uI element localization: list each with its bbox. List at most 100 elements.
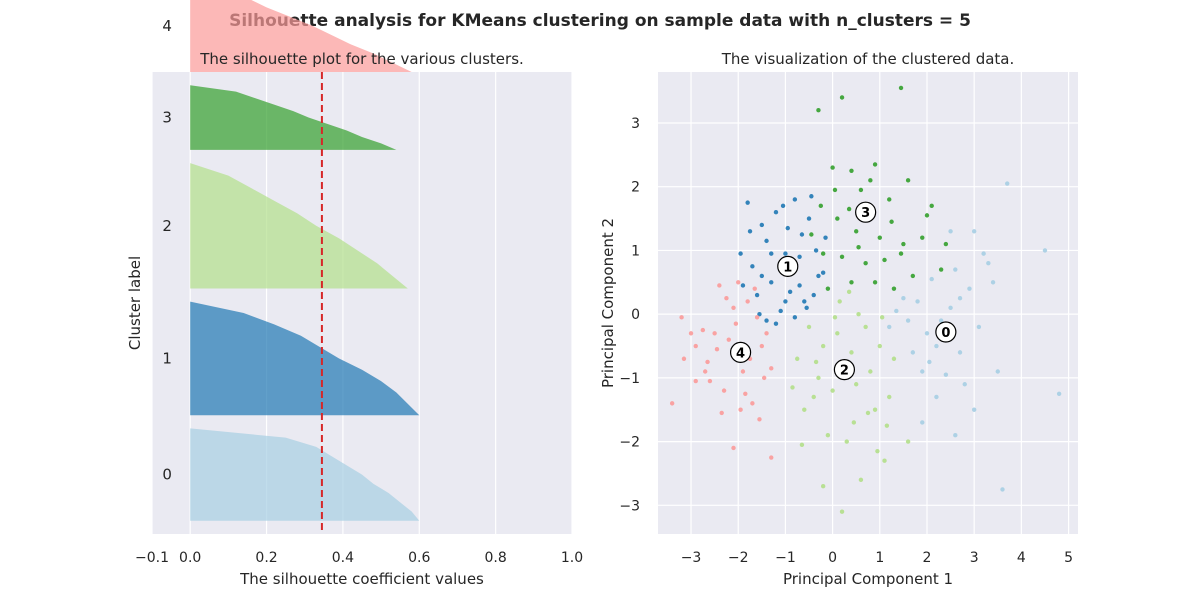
silhouette-cluster-label: 3 xyxy=(162,109,172,127)
scatter-point-cluster-1 xyxy=(797,283,802,288)
scatter-point-cluster-0 xyxy=(938,318,944,323)
scatter-point-cluster-1 xyxy=(750,264,755,269)
scatter-point-cluster-0 xyxy=(948,229,953,234)
scatter-point-cluster-4 xyxy=(724,296,729,301)
scatter-ytick-label: −2 xyxy=(619,435,640,451)
scatter-point-cluster-1 xyxy=(773,321,779,326)
scatter-point-cluster-0 xyxy=(1005,181,1010,186)
silhouette-cluster-3 xyxy=(190,85,397,150)
scatter-point-cluster-1 xyxy=(778,308,783,314)
scatter-point-cluster-1 xyxy=(745,200,750,205)
scatter-point-cluster-4 xyxy=(679,315,684,320)
scatter-xtick-label: 2 xyxy=(923,550,932,566)
scatter-point-cluster-2 xyxy=(846,289,852,295)
scatter-xtick-label: 4 xyxy=(1017,550,1026,566)
scatter-point-cluster-3 xyxy=(858,187,864,193)
scatter-ytick-label: 3 xyxy=(631,116,640,132)
scatter-point-cluster-4 xyxy=(688,331,694,336)
scatter-point-cluster-3 xyxy=(854,229,859,234)
scatter-point-cluster-4 xyxy=(731,305,736,310)
scatter-point-cluster-0 xyxy=(920,420,925,425)
scatter-point-cluster-0 xyxy=(1056,391,1062,397)
scatter-point-cluster-3 xyxy=(938,267,944,272)
scatter-point-cluster-4 xyxy=(761,375,767,381)
scatter-point-cluster-1 xyxy=(811,292,816,298)
scatter-point-cluster-3 xyxy=(856,245,861,250)
scatter-xtick-label: 3 xyxy=(970,550,979,566)
scatter-point-cluster-1 xyxy=(783,251,788,256)
scatter-point-cluster-4 xyxy=(717,283,722,288)
scatter-xtick-label: 5 xyxy=(1064,550,1073,566)
figure-suptitle: Silhouette analysis for KMeans clusterin… xyxy=(229,11,971,31)
scatter-point-cluster-0 xyxy=(967,286,972,291)
scatter-point-cluster-0 xyxy=(910,350,916,355)
scatter-point-cluster-4 xyxy=(750,401,755,406)
scatter-point-cluster-2 xyxy=(790,385,795,390)
scatter-point-cluster-0 xyxy=(971,229,977,234)
scatter-point-cluster-4 xyxy=(769,366,774,371)
scatter-point-cluster-0 xyxy=(948,305,953,310)
cluster-center-label: 4 xyxy=(736,346,745,361)
scatter-point-cluster-2 xyxy=(802,407,807,412)
scatter-point-cluster-3 xyxy=(809,232,814,237)
scatter-point-cluster-2 xyxy=(820,484,826,489)
scatter-point-cluster-0 xyxy=(915,299,920,304)
scatter-point-cluster-0 xyxy=(990,280,996,285)
scatter-point-cluster-2 xyxy=(813,359,819,365)
scatter-point-cluster-3 xyxy=(846,206,852,212)
scatter-point-cluster-0 xyxy=(976,324,982,330)
scatter-point-cluster-2 xyxy=(806,324,812,330)
cluster-center-label: 2 xyxy=(840,364,849,379)
scatter-point-cluster-3 xyxy=(898,251,904,256)
scatter-point-cluster-4 xyxy=(731,445,736,451)
scatter-point-cluster-4 xyxy=(752,286,757,291)
scatter-point-cluster-4 xyxy=(721,388,727,393)
scatter-point-cluster-3 xyxy=(872,280,878,285)
scatter-point-cluster-0 xyxy=(957,296,963,301)
scatter-point-cluster-3 xyxy=(816,108,821,113)
cluster-center-label: 3 xyxy=(861,206,870,221)
scatter-point-cluster-1 xyxy=(769,280,774,285)
silhouette-cluster-4 xyxy=(190,0,412,72)
scatter-point-cluster-0 xyxy=(953,267,958,272)
scatter-point-cluster-2 xyxy=(865,410,871,416)
scatter-point-cluster-2 xyxy=(839,509,845,514)
scatter-point-cluster-3 xyxy=(901,241,906,247)
scatter-point-cluster-4 xyxy=(719,410,724,416)
scatter-xtick-label: −2 xyxy=(728,550,749,566)
scatter-xtick-label: −1 xyxy=(775,550,796,566)
scatter-point-cluster-2 xyxy=(849,350,854,355)
scatter-point-cluster-1 xyxy=(780,203,786,209)
scatter-xtick-label: −3 xyxy=(681,550,702,566)
silhouette-cluster-label: 0 xyxy=(162,466,172,484)
silhouette-cluster-2 xyxy=(190,163,408,289)
scatter-point-cluster-3 xyxy=(818,203,824,209)
scatter-point-cluster-1 xyxy=(820,270,826,275)
cluster-center-label: 0 xyxy=(941,326,950,341)
scatter-plot-background xyxy=(658,72,1078,534)
scatter-point-cluster-2 xyxy=(891,356,897,361)
scatter-point-cluster-2 xyxy=(835,331,840,336)
scatter-point-cluster-0 xyxy=(986,260,991,266)
scatter-plot-xlabel: Principal Component 1 xyxy=(783,570,953,588)
scatter-ytick-label: 0 xyxy=(631,307,640,323)
scatter-point-cluster-2 xyxy=(854,382,859,387)
scatter-point-cluster-0 xyxy=(981,251,986,256)
scatter-point-cluster-4 xyxy=(707,378,713,384)
scatter-point-cluster-1 xyxy=(759,222,765,228)
scatter-point-cluster-1 xyxy=(783,299,788,304)
scatter-point-cluster-1 xyxy=(816,273,821,279)
scatter-point-cluster-0 xyxy=(953,433,958,438)
scatter-point-cluster-3 xyxy=(943,241,949,247)
scatter-point-cluster-3 xyxy=(825,286,831,291)
scatter-point-cluster-4 xyxy=(702,369,708,374)
silhouette-cluster-0 xyxy=(190,428,420,521)
scatter-point-cluster-4 xyxy=(700,327,706,333)
scatter-point-cluster-2 xyxy=(887,394,892,400)
scatter-point-cluster-1 xyxy=(804,305,809,310)
scatter-point-cluster-1 xyxy=(823,235,828,240)
scatter-point-cluster-1 xyxy=(797,254,802,259)
scatter-point-cluster-4 xyxy=(714,347,720,352)
scatter-point-cluster-3 xyxy=(887,197,892,202)
scatter-point-cluster-0 xyxy=(894,308,899,314)
